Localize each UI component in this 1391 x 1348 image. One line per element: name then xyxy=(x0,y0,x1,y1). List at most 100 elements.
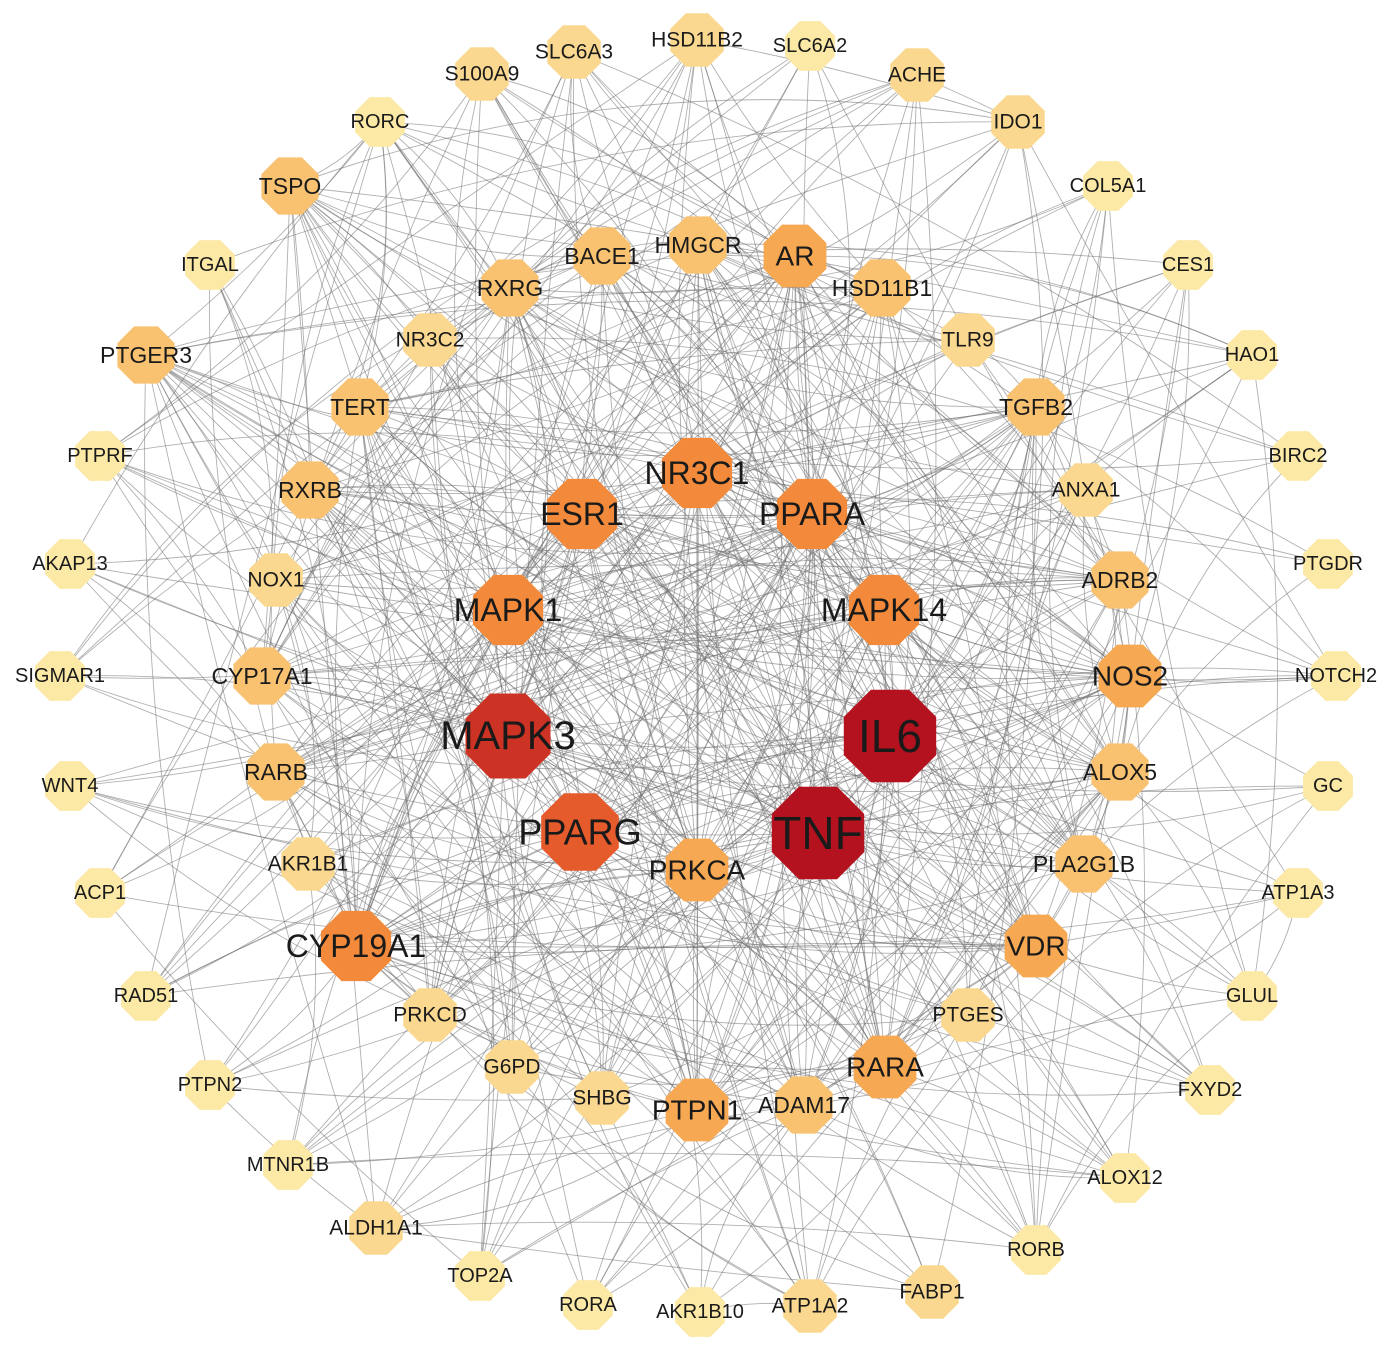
node-acp1: ACP1 xyxy=(74,868,126,918)
network-edge xyxy=(1035,185,1109,408)
network-edge xyxy=(1119,563,1329,773)
node-label: SHBG xyxy=(572,1087,632,1110)
node-label: CES1 xyxy=(1162,254,1214,276)
node-shape xyxy=(247,743,305,801)
network-edge xyxy=(307,863,811,1307)
node-hmgcr: HMGCR xyxy=(655,216,741,274)
network-edge xyxy=(601,609,885,1099)
node-slc6a2: SLC6A2 xyxy=(773,21,848,71)
network-edge xyxy=(261,287,511,677)
node-alox12: ALOX12 xyxy=(1087,1153,1163,1203)
node-shape xyxy=(263,1140,313,1190)
network-edge xyxy=(355,609,509,947)
node-shape xyxy=(185,240,235,290)
network-edge xyxy=(99,455,1131,680)
node-shape xyxy=(1273,431,1323,481)
network-edge xyxy=(275,771,933,1293)
node-il6: IL6 xyxy=(843,689,937,783)
node-label: AKAP13 xyxy=(32,553,108,575)
network-edge xyxy=(1035,995,1253,1251)
network-edge xyxy=(99,39,698,457)
network-edge xyxy=(69,455,1299,787)
network-edge xyxy=(145,354,1037,457)
network-edge xyxy=(509,287,811,1307)
network-edge xyxy=(481,73,891,737)
network-edge xyxy=(379,121,819,834)
network-edge xyxy=(261,675,1085,865)
node-anxa1: ANXA1 xyxy=(1052,463,1121,517)
network-edge xyxy=(696,472,1253,997)
network-edge xyxy=(1129,264,1190,677)
node-label: AR xyxy=(776,241,815,272)
network-edge xyxy=(355,945,886,1070)
network-edge xyxy=(507,675,1131,737)
node-vdr: VDR xyxy=(1004,914,1068,978)
network-edge xyxy=(209,264,274,677)
network-edge xyxy=(287,1109,698,1166)
network-edge xyxy=(889,185,1109,737)
network-edge xyxy=(289,185,1085,865)
network-edge xyxy=(696,869,1037,947)
node-label: NOS2 xyxy=(1092,661,1168,692)
node-label: CYP17A1 xyxy=(211,663,312,689)
node-shape xyxy=(661,437,733,509)
network-edge xyxy=(507,609,1131,677)
node-shape xyxy=(771,786,865,880)
node-shape xyxy=(675,1287,725,1337)
node-ptger3: PTGER3 xyxy=(100,326,192,384)
node-hao1: HAO1 xyxy=(1225,330,1279,380)
network-edge xyxy=(601,255,1211,1091)
node-label: SIGMAR1 xyxy=(15,665,105,687)
node-prkcd: PRKCD xyxy=(393,988,467,1042)
network-edge xyxy=(355,771,1121,947)
network-edge xyxy=(359,406,1121,773)
network-edge xyxy=(696,869,886,1068)
network-edge xyxy=(581,513,1131,677)
network-edge xyxy=(803,579,1121,1106)
node-label: PTPN1 xyxy=(652,1095,742,1126)
network-edge xyxy=(507,609,885,737)
node-nos2: NOS2 xyxy=(1092,644,1168,708)
node-shape xyxy=(485,1040,539,1094)
network-edge xyxy=(145,354,357,947)
network-edge xyxy=(601,255,885,611)
node-shape xyxy=(775,1076,833,1134)
network-edge xyxy=(69,785,581,839)
node-shape xyxy=(45,539,95,589)
node-shape xyxy=(1091,743,1149,801)
network-edge xyxy=(505,287,511,611)
node-rora: RORA xyxy=(559,1280,618,1330)
node-shape xyxy=(75,868,125,918)
network-edge xyxy=(69,563,277,773)
network-edge xyxy=(481,73,796,257)
network-edge xyxy=(803,1104,1126,1179)
node-label: NR3C1 xyxy=(645,455,750,491)
network-edge xyxy=(697,244,1253,997)
node-bace1: BACE1 xyxy=(564,227,640,285)
node-tnf: TNF xyxy=(771,786,865,880)
network-edge xyxy=(794,255,891,737)
network-edge xyxy=(1119,455,1299,773)
network-nodes: SLC6A3 HSD11B2 SLC6A2 ACHE S100A9 RORC IDO1 TSP… xyxy=(15,13,1377,1337)
node-label: S100A9 xyxy=(445,63,520,86)
network-edge xyxy=(696,1109,1126,1179)
network-edge xyxy=(275,264,1189,773)
node-g6pd: G6PD xyxy=(483,1040,541,1094)
network-edge xyxy=(1083,675,1337,865)
network-edge xyxy=(884,121,1044,1068)
node-label: SLC6A2 xyxy=(773,35,848,57)
network-edge xyxy=(307,863,698,1111)
node-rara: RARA xyxy=(846,1035,924,1099)
node-shape xyxy=(1083,161,1133,211)
network-edge xyxy=(884,1066,1126,1179)
network-edge xyxy=(507,339,969,611)
network-edge xyxy=(261,489,1087,677)
network-edge xyxy=(359,121,387,408)
network-edge xyxy=(601,255,807,1106)
network-edge xyxy=(355,51,575,947)
node-label: ANXA1 xyxy=(1052,479,1121,502)
node-shape xyxy=(541,793,619,871)
network-edge xyxy=(359,406,1037,1251)
network-edge xyxy=(881,287,1131,677)
network-edge xyxy=(573,51,1299,457)
